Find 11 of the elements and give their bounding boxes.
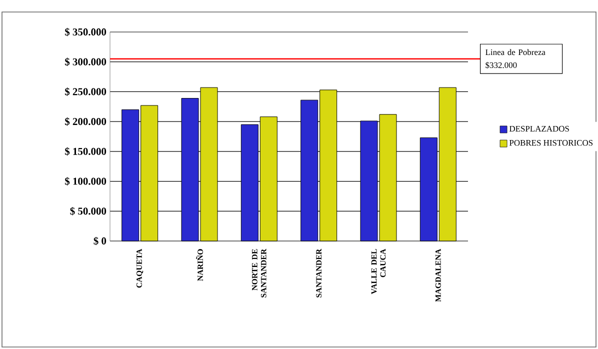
- y-tick-label: $ 250.000: [65, 88, 106, 96]
- y-tick-label: $ 350.000: [65, 28, 106, 36]
- y-tick-label: $ 200.000: [65, 117, 106, 126]
- ref-line-label: Linea de Pobreza $332.000: [486, 49, 546, 69]
- y-tick-label: $ 50.000: [70, 206, 106, 216]
- y-tick-label: $ 100.000: [65, 177, 106, 186]
- y-tick-label: $ 150.000: [65, 147, 106, 156]
- legend-label: POBRES HISTORICOS: [509, 140, 593, 146]
- legend-label: DESPLAZADOS: [509, 126, 569, 132]
- y-tick-label: $ 300.000: [65, 58, 106, 66]
- y-tick-label: $ 0: [94, 236, 106, 246]
